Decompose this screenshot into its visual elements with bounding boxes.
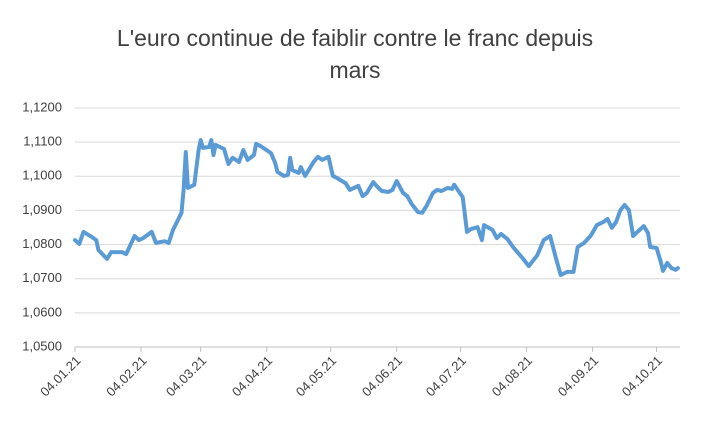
y-tick-label: 1,0900 (22, 202, 62, 217)
x-tick-label: 04.01.21 (37, 353, 83, 399)
x-tick-label: 04.06.21 (359, 353, 405, 399)
y-tick-label: 1,0600 (22, 304, 62, 319)
y-tick-label: 1,1200 (22, 99, 62, 114)
x-tick-label: 04.10.21 (619, 353, 665, 399)
x-tick-label: 04.05.21 (293, 353, 339, 399)
x-tick-label: 04.02.21 (103, 353, 149, 399)
y-tick-label: 1,0700 (22, 270, 62, 285)
x-tick-label: 04.07.21 (423, 353, 469, 399)
x-tick-label: 04.03.21 (163, 353, 209, 399)
x-tick-label: 04.04.21 (229, 353, 275, 399)
y-tick-label: 1,1100 (23, 134, 62, 149)
chart-title: L'euro continue de faiblir contre le fra… (116, 25, 594, 83)
x-tick-label: 04.08.21 (489, 353, 535, 399)
line-series (73, 138, 680, 277)
y-tick-label: 1,0500 (22, 338, 62, 353)
y-tick-label: 1,1000 (22, 168, 62, 183)
y-tick-label: 1,0800 (22, 236, 62, 251)
x-tick-label: 04.09.21 (555, 353, 601, 399)
